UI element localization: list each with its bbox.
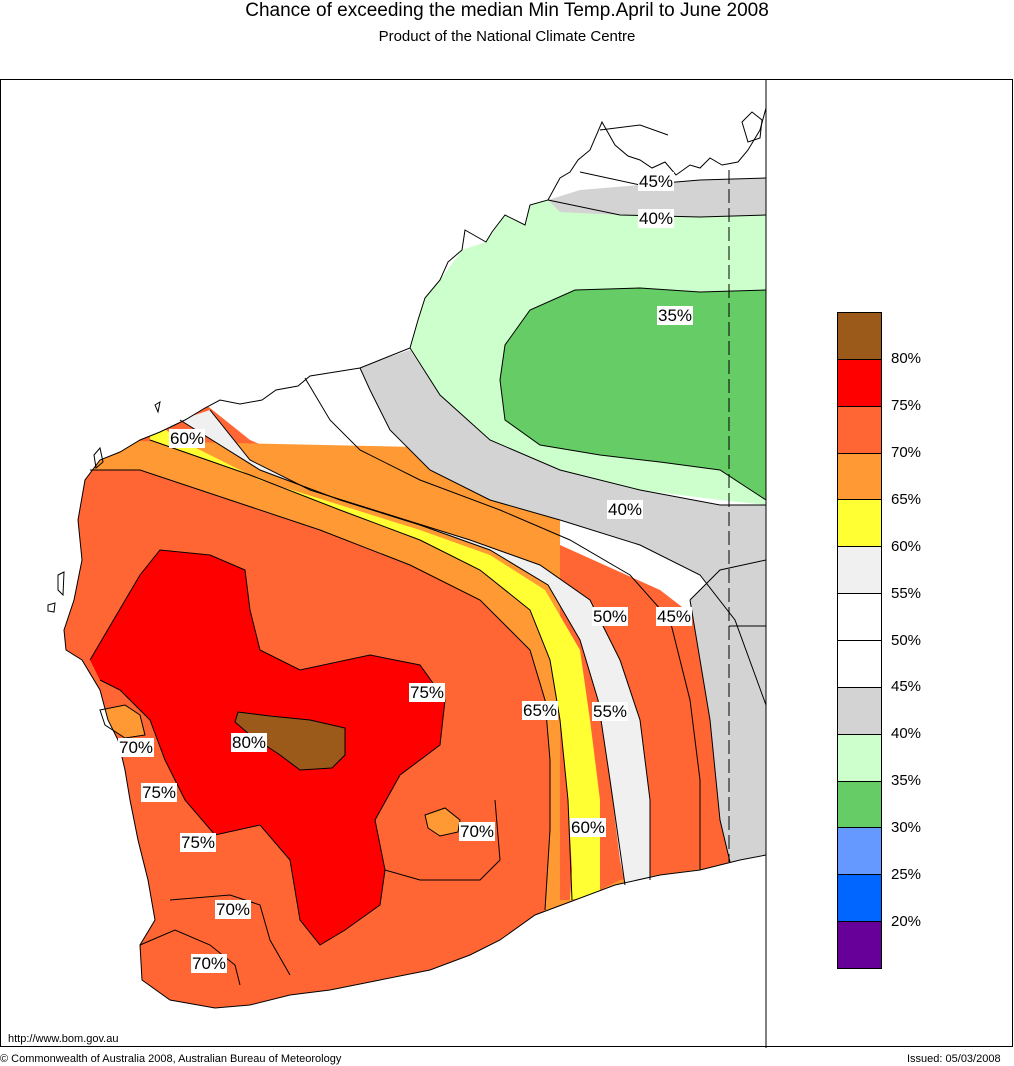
legend-swatch [838,828,881,876]
contour-label-55: 55% [592,702,629,721]
zone-40-45-east [690,560,766,862]
footer-copyright: © Commonwealth of Australia 2008, Austra… [0,1053,342,1065]
zone-65-70-east [425,808,460,836]
coastline [63,107,767,1009]
legend-tick-label: 70% [891,443,922,461]
legend-tick-label: 65% [891,490,922,508]
legend-tick-label: 45% [891,678,922,696]
legend-tick-label: 80% [891,349,922,367]
contour-label-40-north: 40% [638,209,675,228]
legend-tick-label: 60% [891,537,922,555]
legend-swatch [838,781,881,829]
contour-label-70-south: 70% [215,900,252,919]
zone-75-80 [90,550,445,945]
legend-tick-label: 20% [891,913,922,931]
zone-above-80 [235,712,345,770]
probability-zones [64,108,766,1008]
zone-30-35 [500,288,766,500]
legend-swatch [838,687,881,735]
contour-label-45-east: 45% [656,607,693,626]
zone-70-75-southwest [140,930,240,995]
legend-tick-label: 35% [891,772,922,790]
contour-label-70-southwest: 70% [191,954,228,973]
map-title: Chance of exceeding the median Min Temp.… [245,0,769,21]
color-legend [837,312,882,969]
map-frame [0,79,1013,1047]
contour-label-65: 65% [522,701,559,720]
zone-40-45-north [548,178,766,217]
legend-tick-label: 55% [891,584,922,602]
legend-swatch [838,641,881,688]
contour-label-75-center: 75% [409,683,446,702]
footer-url[interactable]: http://www.bom.gov.au [8,1033,119,1045]
legend-swatch [838,313,881,360]
legend-swatch [838,359,881,407]
legend-swatch [838,500,881,548]
map-subtitle: Product of the National Climate Centre [378,28,636,45]
zone-60-65 [150,420,600,900]
legend-swatch [838,734,881,782]
legend-swatch [838,406,881,454]
legend-swatch [838,875,881,923]
legend-tick-label: 25% [891,866,922,884]
legend-swatch [838,594,881,642]
contour-label-45-north: 45% [638,172,675,191]
legend-swatch [838,922,881,969]
contour-label-35: 35% [657,306,694,325]
legend-tick-label: 40% [891,725,922,743]
contour-label-80: 80% [231,733,268,752]
legend-tick-label: 50% [891,631,922,649]
zone-65-70-west [100,705,145,738]
legend-tick-label: 30% [891,819,922,837]
contour-label-60-east: 60% [570,818,607,837]
contour-label-70-east: 70% [459,822,496,841]
legend-swatch [838,453,881,501]
contour-label-60-northwest: 60% [169,429,206,448]
legend-swatch [838,547,881,595]
contour-label-50: 50% [592,607,629,626]
islands [47,111,763,613]
footer-issued-date: Issued: 05/03/2008 [907,1053,1001,1065]
legend-tick-label: 75% [891,396,922,414]
contour-label-70-west: 70% [118,738,155,757]
contour-label-75-west: 75% [141,783,178,802]
contour-label-40-central: 40% [607,500,644,519]
zone-40-45 [360,350,766,705]
contour-label-75-south: 75% [180,833,217,852]
